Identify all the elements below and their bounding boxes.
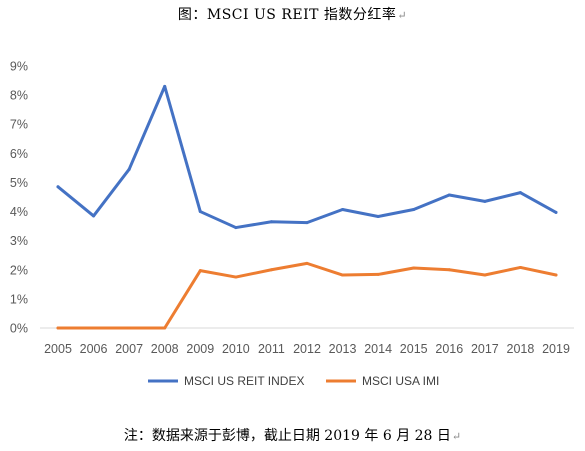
legend-label: MSCI US REIT INDEX (184, 374, 304, 388)
x-tick-label: 2007 (115, 342, 143, 356)
data-point (305, 221, 309, 225)
y-tick-label: 6% (10, 147, 28, 161)
data-point (412, 266, 416, 270)
data-point (341, 208, 345, 212)
series-line-1 (56, 84, 558, 230)
x-tick-label: 2006 (80, 342, 108, 356)
source-note-text: 注：数据来源于彭博，截止日期 2019 年 6 月 28 日 (123, 428, 451, 444)
y-tick-label: 0% (10, 322, 28, 336)
y-axis: 0% 1% 2% 3% 4% 5% 6% 7% 8% 9% (10, 60, 28, 336)
x-tick-label: 2009 (186, 342, 214, 356)
data-point (341, 273, 345, 277)
plot-area (56, 84, 558, 330)
x-tick-label: 2013 (329, 342, 357, 356)
data-point (483, 273, 487, 277)
source-note: 注：数据来源于彭博，截止日期 2019 年 6 月 28 日↵ (0, 425, 585, 445)
data-point (127, 326, 131, 330)
paragraph-mark-icon: ↵ (397, 9, 408, 22)
data-point (92, 214, 96, 218)
paragraph-mark-icon: ↵ (451, 430, 462, 443)
y-tick-label: 8% (10, 89, 28, 103)
figure-title-text: 图：MSCI US REIT 指数分红率 (177, 7, 397, 23)
data-point (56, 185, 60, 189)
x-tick-label: 2010 (222, 342, 250, 356)
data-point (56, 326, 60, 330)
y-tick-label: 4% (10, 205, 28, 219)
data-point (447, 268, 451, 272)
data-point (269, 220, 273, 224)
data-point (412, 208, 416, 212)
x-tick-label: 2012 (293, 342, 321, 356)
y-tick-label: 3% (10, 234, 28, 248)
x-tick-label: 2005 (44, 342, 72, 356)
x-tick-label: 2008 (151, 342, 179, 356)
data-point (163, 326, 167, 330)
data-point (234, 226, 238, 230)
data-point (269, 268, 273, 272)
x-tick-label: 2017 (471, 342, 499, 356)
series-line-2 (56, 261, 558, 330)
y-tick-label: 7% (10, 118, 28, 132)
data-point (376, 215, 380, 219)
x-tick-label: 2018 (507, 342, 535, 356)
data-point (554, 210, 558, 214)
data-point (198, 210, 202, 214)
x-tick-label: 2019 (542, 342, 570, 356)
data-point (483, 199, 487, 203)
x-tick-label: 2014 (364, 342, 392, 356)
data-point (234, 275, 238, 279)
data-point (447, 193, 451, 197)
legend-label: MSCI USA IMI (362, 374, 439, 388)
x-tick-label: 2015 (400, 342, 428, 356)
data-point (376, 272, 380, 276)
data-point (518, 265, 522, 269)
y-tick-label: 1% (10, 292, 28, 306)
figure-title: 图：MSCI US REIT 指数分红率↵ (0, 4, 585, 24)
y-tick-label: 2% (10, 263, 28, 277)
x-tick-label: 2011 (258, 342, 285, 356)
data-point (518, 191, 522, 195)
data-point (305, 261, 309, 265)
x-axis: 2005 2006 2007 2008 2009 2010 2011 2012 2013 2014… (40, 327, 574, 356)
data-point (554, 273, 558, 277)
data-point (92, 326, 96, 330)
x-tick-label: 2016 (435, 342, 463, 356)
y-tick-label: 9% (10, 60, 28, 74)
legend: MSCI US REIT INDEX MSCI USA IMI (148, 374, 439, 388)
data-point (198, 269, 202, 273)
data-point (163, 84, 167, 88)
data-point (127, 167, 131, 171)
y-tick-label: 5% (10, 176, 28, 190)
